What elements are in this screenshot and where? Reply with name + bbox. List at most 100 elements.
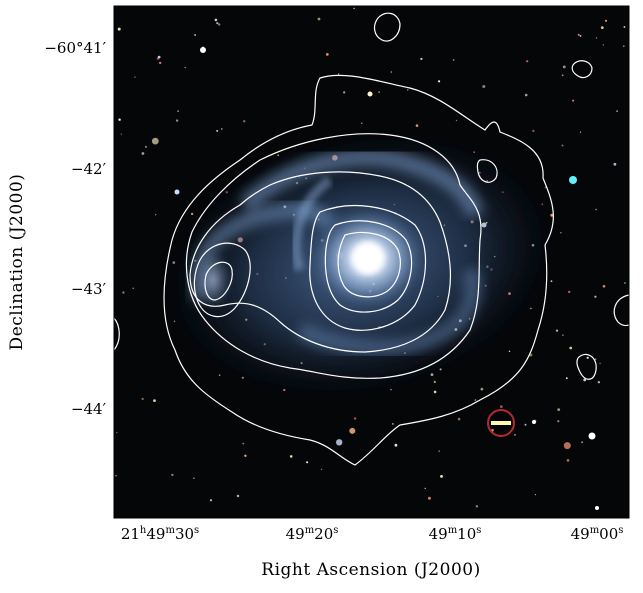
star xyxy=(132,287,134,289)
star xyxy=(579,131,582,133)
galaxy xyxy=(157,126,563,404)
bright-star xyxy=(595,506,599,510)
star xyxy=(349,427,356,434)
star xyxy=(433,390,437,394)
x-axis: 21h49m30s 49m20s 49m10s 49m00s Right Asc… xyxy=(121,525,624,580)
star xyxy=(214,18,218,22)
star xyxy=(218,23,221,26)
y-axis-title: Declination (J2000) xyxy=(7,174,27,351)
star xyxy=(562,65,566,69)
star xyxy=(557,420,560,423)
star xyxy=(151,137,159,145)
star xyxy=(613,162,617,166)
star xyxy=(562,334,564,337)
star xyxy=(480,387,484,391)
star xyxy=(134,76,136,78)
star xyxy=(508,350,511,352)
x-tick-label: 21h49m30s xyxy=(121,525,199,543)
star xyxy=(482,85,486,88)
star xyxy=(566,459,570,462)
star xyxy=(440,475,443,478)
x-tick-label: 49m00s xyxy=(571,525,624,543)
star xyxy=(216,22,219,25)
contour-left-knot-inner xyxy=(204,261,233,301)
contour-3 xyxy=(189,171,452,353)
star xyxy=(597,381,601,384)
x-axis-title: Right Ascension (J2000) xyxy=(261,560,480,580)
star xyxy=(457,417,461,421)
y-axis: −60°41′ −42′ −43′ −44′ Declination (J200… xyxy=(7,39,107,418)
star xyxy=(499,405,503,408)
star xyxy=(184,66,186,69)
star xyxy=(325,53,329,56)
star xyxy=(392,423,394,425)
contour-left-knot xyxy=(193,242,251,318)
star xyxy=(595,37,598,39)
star xyxy=(378,91,380,93)
star xyxy=(526,60,529,63)
x-tick-label: 49m10s xyxy=(429,525,482,543)
star xyxy=(354,417,357,420)
plot-frame xyxy=(113,5,630,519)
y-tick-label: −42′ xyxy=(71,160,107,178)
star xyxy=(475,505,479,508)
star xyxy=(569,346,573,350)
star xyxy=(155,214,157,216)
star xyxy=(321,468,323,470)
sky-image xyxy=(114,6,629,518)
star xyxy=(390,71,393,73)
star xyxy=(579,35,582,37)
contour-2 xyxy=(185,133,482,379)
star xyxy=(394,443,398,447)
contour-core-1 xyxy=(309,204,427,331)
contour-small-top xyxy=(373,12,401,42)
circled-source xyxy=(487,409,515,437)
star xyxy=(177,110,179,112)
star xyxy=(555,329,559,332)
x-tick-label: 49m20s xyxy=(286,525,339,543)
y-tick-label: −43′ xyxy=(71,280,107,298)
contour-edge-right xyxy=(613,294,629,327)
star xyxy=(336,439,343,446)
star xyxy=(565,377,568,380)
bright-star xyxy=(569,176,577,184)
star xyxy=(122,291,125,294)
contour-edge-left xyxy=(114,317,120,351)
star xyxy=(236,494,240,498)
star xyxy=(586,356,589,359)
star xyxy=(317,17,321,21)
contour-small-right-low xyxy=(576,353,597,380)
star xyxy=(157,55,161,59)
star xyxy=(144,145,148,148)
star xyxy=(602,285,606,288)
bright-star xyxy=(588,432,596,440)
contour-small-right xyxy=(571,60,593,79)
contour-core-2 xyxy=(324,220,413,313)
star xyxy=(532,129,535,133)
star xyxy=(524,93,528,97)
star xyxy=(209,499,213,502)
contour-core-3 xyxy=(337,232,401,298)
star xyxy=(415,124,419,127)
star xyxy=(438,80,441,83)
star xyxy=(424,487,426,490)
star xyxy=(153,399,156,402)
star xyxy=(306,461,309,464)
star xyxy=(616,110,618,112)
star xyxy=(563,442,571,450)
bright-star xyxy=(174,189,180,195)
star xyxy=(600,26,604,29)
bright-star xyxy=(367,91,373,97)
star xyxy=(602,44,604,46)
star xyxy=(452,59,455,61)
star xyxy=(581,441,583,444)
star xyxy=(420,57,423,61)
star xyxy=(474,399,477,401)
contour-small-island xyxy=(476,159,498,183)
star xyxy=(117,27,121,31)
star xyxy=(623,282,626,284)
star xyxy=(171,473,174,477)
star xyxy=(338,73,340,75)
star xyxy=(141,152,145,155)
